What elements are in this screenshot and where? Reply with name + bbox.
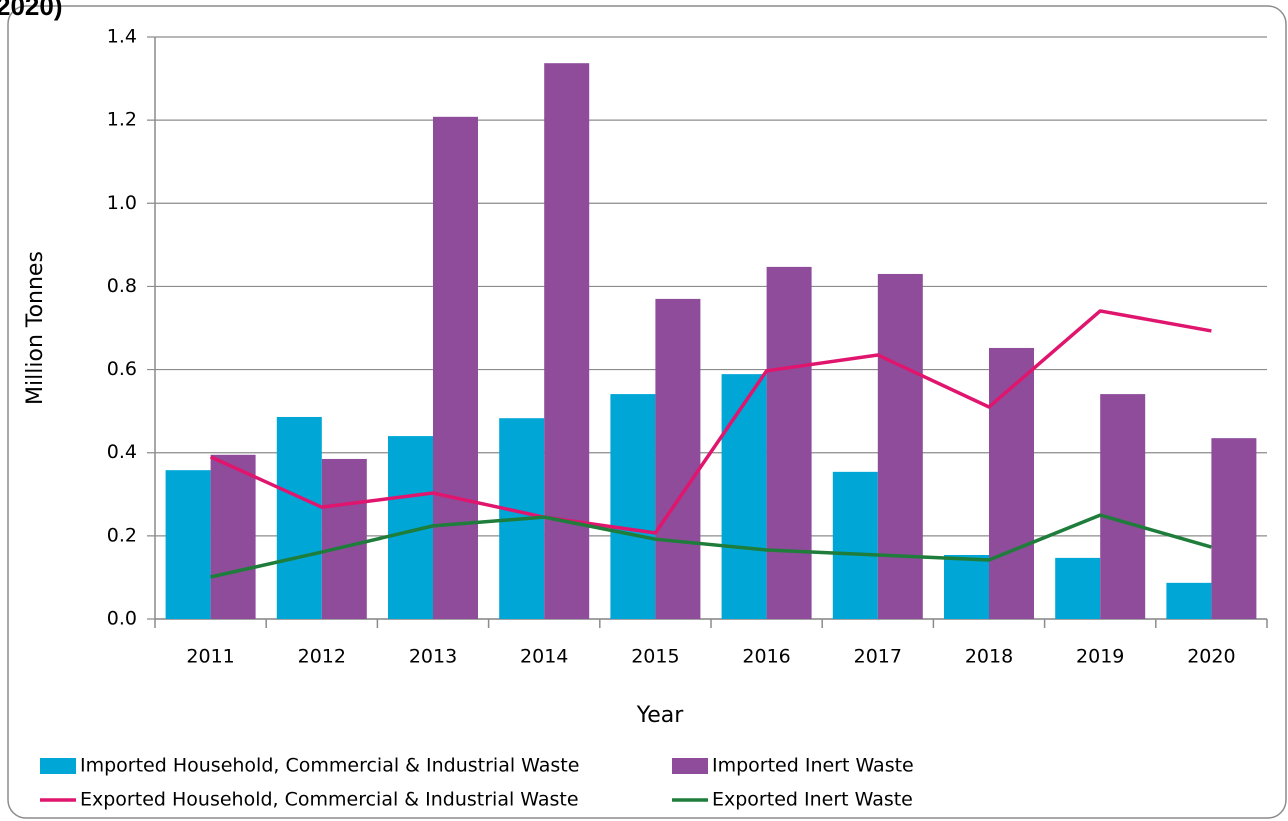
legend-label: Imported Household, Commercial & Industr… (80, 755, 579, 777)
bar (655, 298, 701, 619)
line (210, 513, 1212, 579)
y-tick-label: 1.2 (107, 109, 137, 131)
y-tick-label: 1.4 (107, 26, 137, 48)
y-tick-label: 0.8 (107, 275, 137, 297)
x-tick-label: 2013 (409, 646, 457, 668)
x-tick-label: 2014 (520, 646, 568, 668)
legend-swatch (40, 758, 76, 774)
bar (610, 394, 656, 619)
chart-title: 2020) (0, 0, 63, 21)
bar (1211, 438, 1257, 619)
x-tick-label: 2017 (854, 646, 902, 668)
bar (1166, 582, 1212, 619)
x-tick-label: 2020 (1187, 646, 1235, 668)
bar (544, 63, 590, 619)
y-tick-label: 0.4 (107, 441, 137, 463)
y-axis-label: Million Tonnes (23, 251, 48, 405)
bar (721, 374, 767, 619)
bar (989, 347, 1034, 619)
legend-swatch (672, 758, 708, 774)
bar (877, 273, 923, 619)
bar (1055, 557, 1101, 619)
y-tick-label: 1.0 (107, 192, 137, 214)
bar (766, 266, 812, 619)
x-tick-label: 2018 (965, 646, 1013, 668)
bar (321, 458, 367, 619)
y-tick-label: 0.2 (107, 524, 137, 546)
bar (832, 471, 878, 619)
line (209, 309, 1212, 535)
bar (433, 116, 478, 620)
x-axis-label: Year (636, 703, 685, 728)
x-tick-label: 2012 (298, 646, 346, 668)
x-tick-label: 2011 (186, 646, 234, 668)
legend-label: Exported Inert Waste (712, 789, 913, 811)
bar (210, 454, 256, 619)
legend-label: Exported Household, Commercial & Industr… (80, 789, 579, 811)
x-tick-label: 2016 (742, 646, 790, 668)
legend-label: Imported Inert Waste (712, 755, 914, 777)
bar (276, 416, 322, 619)
x-tick-label: 2015 (631, 646, 679, 668)
bar (165, 470, 211, 619)
bar (944, 554, 989, 619)
y-tick-label: 0.6 (107, 358, 137, 380)
x-tick-label: 2019 (1076, 646, 1124, 668)
y-tick-label: 0.0 (107, 608, 137, 630)
bar (1100, 394, 1146, 619)
